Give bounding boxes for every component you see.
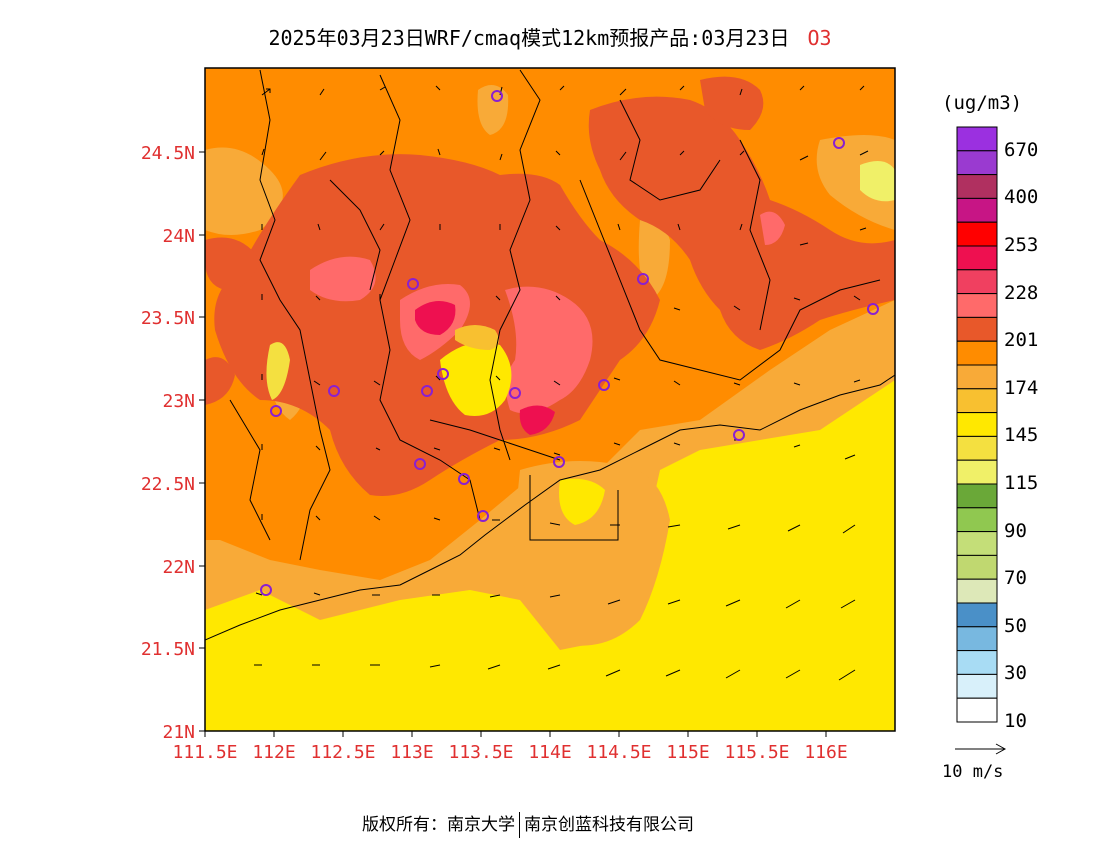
lat-tick: 22N [162,557,195,578]
lon-tick: 115E [666,742,709,763]
wind-legend-arrow [955,743,1007,755]
concentration-field [205,68,895,731]
colorbar-level-label: 50 [1004,614,1027,637]
colorbar-swatch [956,626,998,652]
lon-tick: 112E [252,742,295,763]
lon-tick: 115.5E [724,742,789,763]
footer-owner: 版权所有：南京大学 [362,815,515,835]
colorbar-swatch [956,293,998,318]
colorbar-swatch [956,150,998,176]
colorbar-swatch [956,388,998,414]
title-text: 2025年03月23日WRF/cmaq模式12km预报产品:03月23日 [268,26,790,50]
lat-tick: 21N [162,722,195,743]
colorbar-swatch [956,364,998,390]
wind-vectors [254,85,869,681]
longitude-labels: 111.5E 112E 112.5E 113E 113.5E 114E 114.… [172,742,847,763]
map-title: 2025年03月23日WRF/cmaq模式12km预报产品:03月23日 O3 [0,22,1100,51]
colorbar-swatch [956,269,998,295]
colorbar-level-label: 115 [1004,472,1039,494]
lat-tick: 22.5N [141,474,195,495]
colorbar-level-label: 70 [1004,567,1027,590]
colorbar-level-label: 670 [1004,138,1039,161]
colorbar-level-label: 201 [1004,329,1039,352]
colorbar-swatch [956,316,998,342]
colorbar-level-label: 90 [1004,519,1027,542]
colorbar-level-label: 228 [1004,281,1039,304]
colorbar-swatch [956,221,998,247]
lat-tick: 21.5N [141,639,195,660]
colorbar-unit: (ug/m3) [942,92,1023,114]
colorbar-swatch [956,435,998,461]
colorbar-swatch [956,507,998,533]
colorbar-swatch [956,340,998,366]
colorbar-level-label: 145 [1004,424,1039,447]
boundary-lines [205,69,895,641]
lon-tick: 113.5E [448,742,513,763]
colorbar-swatch [956,697,998,723]
lat-tick: 23N [162,391,195,412]
colorbar-swatch [956,126,998,152]
colorbar-level-label: 174 [1004,376,1039,399]
lon-tick: 111.5E [172,742,237,763]
colorbar-level-label: 253 [1004,234,1039,256]
colorbar-swatch [956,197,998,223]
colorbar [956,126,998,723]
colorbar-swatch [956,174,998,199]
species-label: O3 [807,26,832,50]
colorbar-swatch [956,650,998,675]
lon-tick: 113E [390,742,433,763]
lon-tick: 112.5E [310,742,375,763]
colorbar-swatch [956,602,998,628]
colorbar-level-label: 30 [1004,662,1027,685]
lat-tick: 23.5N [141,308,195,329]
station-markers [260,90,879,596]
lat-tick: 24N [162,226,195,247]
colorbar-swatch [956,412,998,437]
copyright-footer: 版权所有：南京大学 南京创蓝科技有限公司 [362,810,694,838]
lon-tick: 114E [528,742,571,763]
wind-legend-label: 10 m/s [942,762,1004,782]
colorbar-swatch [956,459,998,485]
lat-tick: 24.5N [141,143,195,164]
latitude-labels: 21N 21.5N 22N 22.5N 23N 23.5N 24N 24.5N [141,143,195,743]
colorbar-swatch [956,673,998,699]
footer-company: 南京创蓝科技有限公司 [524,815,694,835]
colorbar-swatch [956,245,998,271]
colorbar-swatch [956,531,998,556]
lon-tick: 116E [804,742,847,763]
colorbar-level-label: 10 [1004,710,1027,732]
colorbar-swatch [956,554,998,580]
colorbar-swatch [956,483,998,509]
lon-tick: 114.5E [586,742,651,763]
colorbar-level-label: 400 [1004,186,1039,209]
colorbar-swatch [956,578,998,604]
